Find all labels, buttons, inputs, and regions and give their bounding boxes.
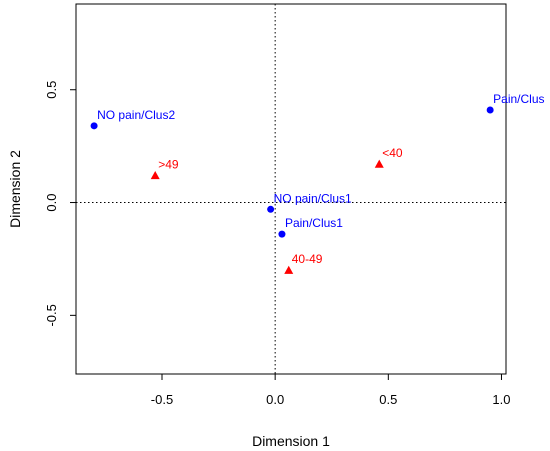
data-points: NO pain/Clus2 Pain/Clus NO pain/Clus1 Pain/…	[90, 92, 545, 274]
x-tick-label: 0.5	[379, 392, 397, 407]
x-axis-title: Dimension 1	[252, 433, 330, 449]
point-label: NO pain/Clus1	[274, 191, 352, 205]
point-label: 40-49	[292, 252, 323, 266]
x-axis: -0.5 0.0 0.5 1.0	[151, 374, 511, 407]
point-marker	[374, 159, 384, 168]
y-tick-label: 0.0	[44, 193, 59, 211]
y-tick-label: -0.5	[44, 304, 59, 326]
reference-lines	[76, 4, 506, 374]
x-tick-label: -0.5	[151, 392, 173, 407]
x-tick-label: 1.0	[492, 392, 510, 407]
y-tick-label: 0.5	[44, 81, 59, 99]
point-marker	[150, 170, 160, 180]
point-marker	[486, 106, 494, 114]
point-label: Pain/Clus1	[285, 216, 343, 230]
point-marker	[284, 265, 294, 274]
x-tick-label: 0.0	[266, 392, 284, 407]
point-marker	[90, 122, 98, 130]
point-label: <40	[382, 146, 403, 160]
point-label: NO pain/Clus2	[97, 108, 175, 122]
plot-frame	[75, 3, 507, 375]
point-label: Pain/Clus	[493, 92, 544, 106]
point-label: >49	[158, 157, 179, 171]
point-marker	[278, 230, 286, 238]
y-axis-title: Dimension 2	[7, 150, 23, 228]
y-axis: -0.5 0.0 0.5	[44, 81, 76, 327]
point-marker	[267, 205, 275, 213]
